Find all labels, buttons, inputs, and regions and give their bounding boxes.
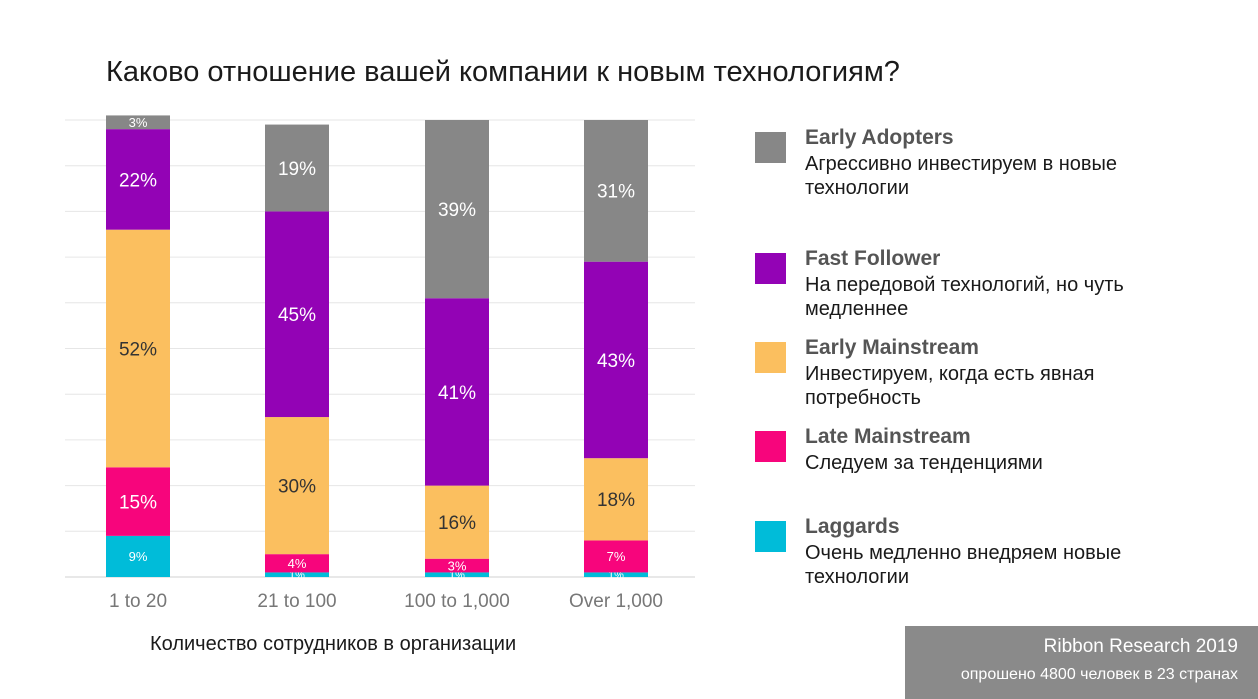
legend-series-description: Очень медленно внедряем новые технологии: [805, 542, 1122, 588]
source-title: Ribbon Research 2019: [1043, 636, 1238, 657]
bar-segment: [425, 120, 489, 299]
legend-swatch: [755, 431, 786, 462]
bar-segment: [106, 115, 170, 130]
bar-segment: [425, 298, 489, 486]
x-tick-label: 100 to 1,000: [404, 591, 510, 612]
bar-segment: [265, 124, 329, 212]
x-tick-label: 21 to 100: [257, 591, 336, 612]
data-label: 16%: [438, 513, 476, 534]
legend-series-name: Late Mainstream: [805, 425, 971, 448]
bar-segment: [106, 467, 170, 536]
data-label: 7%: [607, 549, 626, 564]
legend-swatch: [755, 521, 786, 552]
legend-series-description: Инвестируем, когда есть явная потребност…: [805, 363, 1095, 409]
data-label: 52%: [119, 339, 157, 360]
data-label: 19%: [278, 159, 316, 180]
legend-series-name: Early Mainstream: [805, 336, 979, 359]
chart-title: Каково отношение вашей компании к новым …: [106, 56, 900, 88]
legend-series-name: Laggards: [805, 515, 900, 538]
data-label: 18%: [597, 490, 635, 511]
data-label: 30%: [278, 476, 316, 497]
legend-series-name: Fast Follower: [805, 247, 941, 270]
x-axis-title: Количество сотрудников в организации: [150, 633, 517, 655]
data-label: 4%: [288, 556, 307, 571]
legend-swatch: [755, 342, 786, 373]
legend-series-name: Early Adopters: [805, 126, 954, 149]
bar-segment: [584, 458, 648, 541]
bar-segment: [265, 554, 329, 573]
bar-segment: [584, 120, 648, 262]
bar-segment: [265, 211, 329, 418]
source-box: Ribbon Research 2019 опрошено 4800 челов…: [905, 626, 1258, 699]
bar-segment: [265, 572, 329, 577]
x-tick-label: 1 to 20: [109, 591, 167, 612]
x-tick-label: Over 1,000: [569, 591, 663, 612]
bar-segment: [106, 229, 170, 468]
bar-segment: [425, 572, 489, 577]
data-label: 9%: [129, 549, 148, 564]
data-label: 3%: [448, 558, 467, 573]
bar-segment: [106, 535, 170, 577]
data-label: 43%: [597, 351, 635, 372]
legend-swatch: [755, 132, 786, 163]
data-label: 39%: [438, 200, 476, 221]
bar-segment: [584, 261, 648, 459]
source-subtitle: опрошено 4800 человек в 23 странах: [960, 666, 1238, 683]
bar-segment: [425, 558, 489, 573]
data-label: 1%: [449, 570, 465, 582]
legend-series-description: Следуем за тенденциями: [805, 452, 1043, 474]
data-label: 3%: [129, 115, 148, 130]
data-label: 15%: [119, 492, 157, 513]
data-label: 1%: [289, 570, 305, 582]
data-label: 22%: [119, 170, 157, 191]
data-label: 45%: [278, 305, 316, 326]
legend-series-description: На передовой технологий, но чуть медленн…: [805, 274, 1124, 320]
bar-segment: [584, 540, 648, 573]
data-label: 41%: [438, 383, 476, 404]
data-label: 31%: [597, 182, 635, 203]
data-label: 1%: [608, 570, 624, 582]
stacked-bar-chart: 9%15%52%22%3%1 to 201%4%30%45%19%21 to 1…: [65, 115, 695, 612]
legend-swatch: [755, 253, 786, 284]
legend-series-description: Агрессивно инвестируем в новые технологи…: [805, 153, 1118, 199]
bar-segment: [106, 129, 170, 230]
bar-segment: [265, 417, 329, 555]
bar-segment: [425, 485, 489, 559]
bar-segment: [584, 572, 648, 577]
